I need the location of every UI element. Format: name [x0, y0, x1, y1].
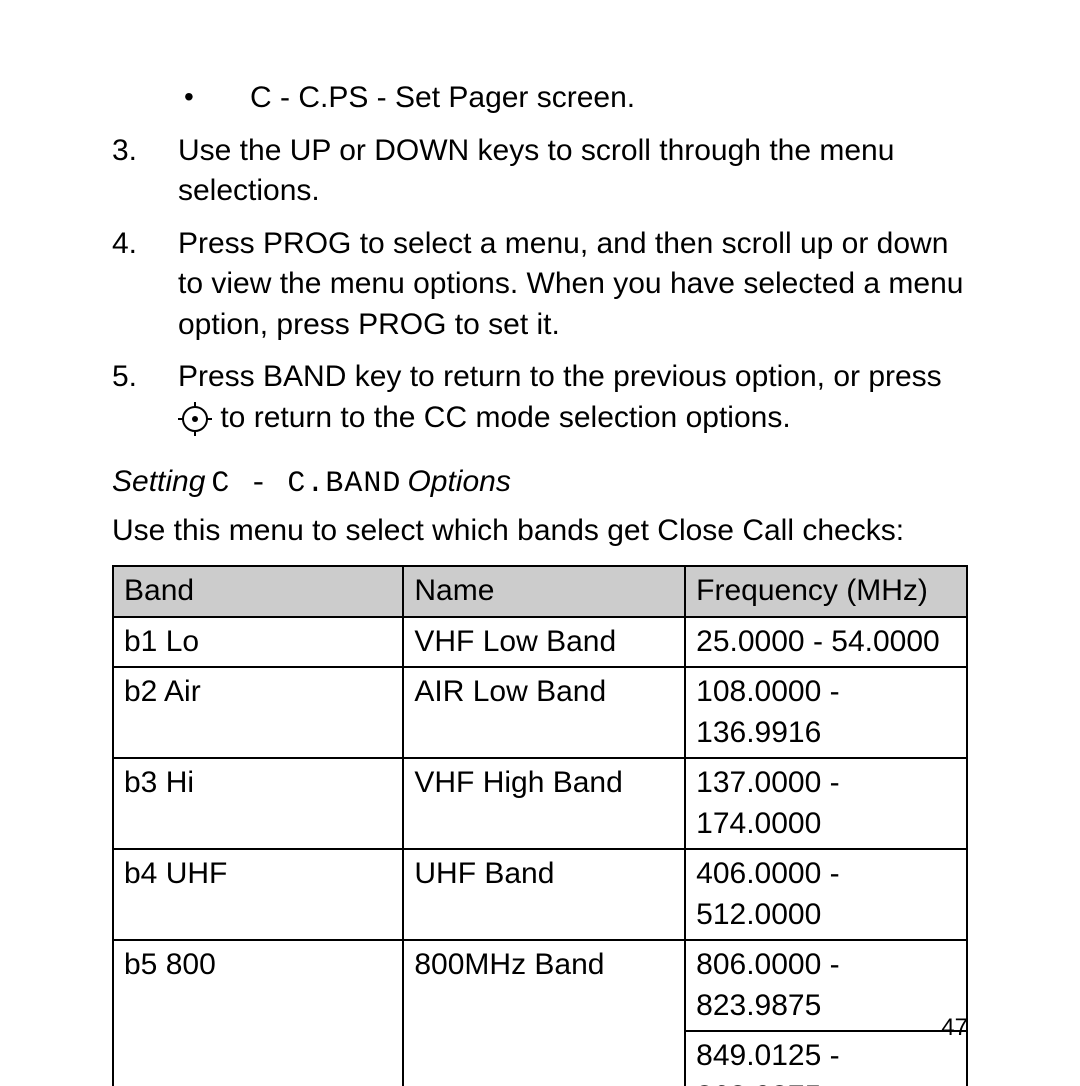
table-header-row: Band Name Frequency (MHz)	[113, 566, 967, 617]
manual-page: • C - C.PS - Set Pager screen. 3. Use th…	[0, 0, 1080, 1086]
heading-suffix: Options	[407, 462, 510, 503]
cell-name: UHF Band	[403, 849, 685, 940]
heading-prefix: Setting	[112, 462, 205, 503]
bullet-text: C - C.PS - Set Pager screen.	[250, 78, 968, 119]
band-table: Band Name Frequency (MHz) b1 Lo VHF Low …	[112, 565, 968, 1086]
step-text: Use the UP or DOWN keys to scroll throug…	[178, 131, 968, 212]
step-5: 5. Press BAND key to return to the previ…	[112, 357, 968, 438]
cell-band: b4 UHF	[113, 849, 403, 940]
cell-band: b1 Lo	[113, 617, 403, 668]
step-number: 4.	[112, 224, 178, 346]
cell-band: b5 800	[113, 940, 403, 1086]
col-header-name: Name	[403, 566, 685, 617]
cell-band: b3 Hi	[113, 758, 403, 849]
cell-freq: 137.0000 - 174.0000	[685, 758, 967, 849]
heading-code: C - C.BAND	[211, 464, 401, 505]
step-3: 3. Use the UP or DOWN keys to scroll thr…	[112, 131, 968, 212]
cell-name: AIR Low Band	[403, 667, 685, 758]
cell-freq: 849.0125 - 868.9875	[685, 1031, 967, 1086]
bullet-marker: •	[112, 78, 250, 119]
table-row: b1 Lo VHF Low Band 25.0000 - 54.0000	[113, 617, 967, 668]
cell-name: VHF Low Band	[403, 617, 685, 668]
cell-name: 800MHz Band	[403, 940, 685, 1086]
section-heading: Setting C - C.BAND Options	[112, 462, 968, 505]
step-text-post: to return to the CC mode selection optio…	[220, 401, 790, 434]
section-intro: Use this menu to select which bands get …	[112, 511, 968, 552]
col-header-band: Band	[113, 566, 403, 617]
table-row: b5 800 800MHz Band 806.0000 - 823.9875	[113, 940, 967, 1031]
cell-name: VHF High Band	[403, 758, 685, 849]
col-header-freq: Frequency (MHz)	[685, 566, 967, 617]
table-row: b2 Air AIR Low Band 108.0000 - 136.9916	[113, 667, 967, 758]
cell-freq: 406.0000 - 512.0000	[685, 849, 967, 940]
table-row: b4 UHF UHF Band 406.0000 - 512.0000	[113, 849, 967, 940]
cell-band: b2 Air	[113, 667, 403, 758]
step-text: Press PROG to select a menu, and then sc…	[178, 224, 968, 346]
page-number: 47	[941, 1012, 968, 1044]
step-text-pre: Press BAND key to return to the previous…	[178, 360, 942, 393]
cell-freq: 108.0000 - 136.9916	[685, 667, 967, 758]
step-number: 5.	[112, 357, 178, 438]
step-number: 3.	[112, 131, 178, 212]
bullet-item: • C - C.PS - Set Pager screen.	[112, 78, 968, 119]
step-4: 4. Press PROG to select a menu, and then…	[112, 224, 968, 346]
step-text: Press BAND key to return to the previous…	[178, 357, 968, 438]
cell-freq: 806.0000 - 823.9875	[685, 940, 967, 1031]
table-row: b3 Hi VHF High Band 137.0000 - 174.0000	[113, 758, 967, 849]
cell-freq: 25.0000 - 54.0000	[685, 617, 967, 668]
close-call-icon	[182, 406, 208, 432]
